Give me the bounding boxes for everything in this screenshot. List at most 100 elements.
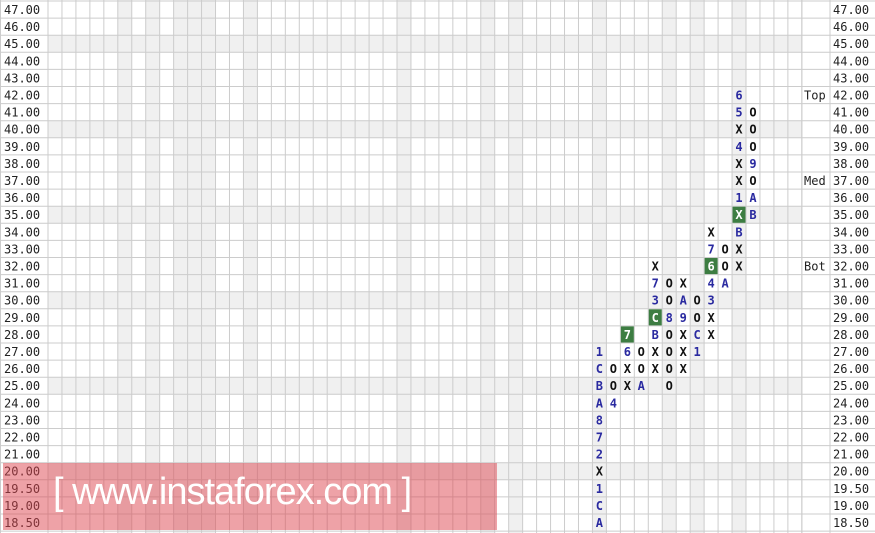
- x-mark: X: [735, 208, 743, 222]
- price-label-left: 39.00: [4, 140, 40, 154]
- price-label-left: 21.00: [4, 448, 40, 462]
- price-label-left: 32.00: [4, 260, 40, 274]
- price-label-right: 27.00: [833, 345, 869, 359]
- o-mark: O: [721, 260, 728, 274]
- month-code-mark: 8: [596, 413, 603, 427]
- highlight-cell: [704, 258, 718, 275]
- o-mark: O: [666, 379, 673, 393]
- o-mark: O: [666, 294, 673, 308]
- price-label-right: 31.00: [833, 277, 869, 291]
- shaded-column: [690, 0, 705, 533]
- side-marker-top: Top: [804, 89, 826, 103]
- x-mark: X: [652, 362, 660, 376]
- side-marker-bot: Bot: [804, 260, 826, 274]
- o-mark: O: [638, 362, 645, 376]
- x-mark: X: [707, 225, 715, 239]
- month-code-mark: 1: [694, 345, 701, 359]
- price-label-right: 42.00: [833, 89, 869, 103]
- x-mark: X: [680, 345, 688, 359]
- price-label-left: 30.00: [4, 294, 40, 308]
- o-mark: O: [694, 311, 701, 325]
- price-label-right: 35.00: [833, 208, 869, 222]
- highlight-cell: [620, 326, 634, 343]
- month-code-mark: A: [721, 277, 729, 291]
- price-label-left: 27.00: [4, 345, 40, 359]
- month-code-mark: 5: [735, 106, 742, 120]
- x-mark: X: [735, 123, 743, 137]
- watermark-text: [ www.instaforex.com ]: [53, 471, 413, 514]
- month-code-mark: 8: [666, 311, 673, 325]
- o-mark: O: [749, 140, 756, 154]
- price-label-left: 37.00: [4, 174, 40, 188]
- price-label-left: 45.00: [4, 37, 40, 51]
- month-code-mark: B: [735, 225, 742, 239]
- price-label-right: 18.50: [833, 516, 869, 530]
- month-code-mark: C: [652, 311, 659, 325]
- shaded-column: [173, 0, 188, 533]
- month-code-mark: 1: [596, 345, 603, 359]
- month-code-mark: B: [652, 328, 659, 342]
- month-code-mark: C: [694, 328, 701, 342]
- price-label-right: 34.00: [833, 225, 869, 239]
- price-label-left: 35.00: [4, 208, 40, 222]
- month-code-mark: A: [596, 516, 604, 530]
- price-label-left: 47.00: [4, 3, 40, 17]
- month-code-mark: A: [680, 294, 688, 308]
- x-mark: X: [680, 362, 688, 376]
- price-label-left: 25.00: [4, 379, 40, 393]
- month-code-mark: 3: [707, 294, 714, 308]
- price-label-right: 36.00: [833, 191, 869, 205]
- o-mark: O: [638, 345, 645, 359]
- month-code-mark: 7: [596, 431, 603, 445]
- month-code-mark: A: [638, 379, 646, 393]
- price-label-right: 20.00: [833, 465, 869, 479]
- month-code-mark: 2: [596, 448, 603, 462]
- price-label-right: 29.00: [833, 311, 869, 325]
- x-mark: X: [735, 242, 743, 256]
- price-label-right: 19.50: [833, 482, 869, 496]
- x-mark: X: [707, 328, 715, 342]
- month-code-mark: 1: [596, 482, 603, 496]
- o-mark: O: [666, 345, 673, 359]
- price-label-right: 33.00: [833, 242, 869, 256]
- month-code-mark: B: [749, 208, 756, 222]
- price-label-right: 22.00: [833, 431, 869, 445]
- x-mark: X: [624, 379, 632, 393]
- highlight-cell: [732, 206, 746, 223]
- month-code-mark: 6: [624, 345, 631, 359]
- o-mark: O: [666, 277, 673, 291]
- price-label-right: 43.00: [833, 71, 869, 85]
- price-label-right: 30.00: [833, 294, 869, 308]
- price-label-left: 31.00: [4, 277, 40, 291]
- shaded-column: [662, 0, 677, 533]
- price-label-right: 39.00: [833, 140, 869, 154]
- month-code-mark: 4: [610, 396, 617, 410]
- watermark-bracket: ]: [401, 471, 413, 513]
- shaded-column: [397, 0, 411, 533]
- price-label-right: 28.00: [833, 328, 869, 342]
- shaded-column: [117, 0, 132, 533]
- price-label-left: 43.00: [4, 71, 40, 85]
- month-code-mark: 1: [735, 191, 742, 205]
- x-mark: X: [735, 174, 743, 188]
- month-code-mark: C: [596, 499, 603, 513]
- price-label-left: 23.00: [4, 413, 40, 427]
- o-mark: O: [666, 362, 673, 376]
- watermark-bracket: [: [53, 471, 64, 513]
- price-label-left: 38.00: [4, 157, 40, 171]
- price-label-right: 45.00: [833, 37, 869, 51]
- price-label-left: 42.00: [4, 89, 40, 103]
- o-mark: O: [610, 379, 617, 393]
- watermark: [ www.instaforex.com ]: [3, 463, 497, 530]
- side-marker-med: Med: [804, 174, 826, 188]
- month-code-mark: C: [596, 362, 603, 376]
- o-mark: O: [721, 242, 728, 256]
- highlight-cell: [648, 309, 662, 326]
- month-code-mark: 9: [749, 157, 756, 171]
- month-code-mark: 4: [735, 140, 742, 154]
- price-label-right: 44.00: [833, 54, 869, 68]
- price-label-right: 23.00: [833, 413, 869, 427]
- price-label-left: 41.00: [4, 106, 40, 120]
- price-label-left: 33.00: [4, 242, 40, 256]
